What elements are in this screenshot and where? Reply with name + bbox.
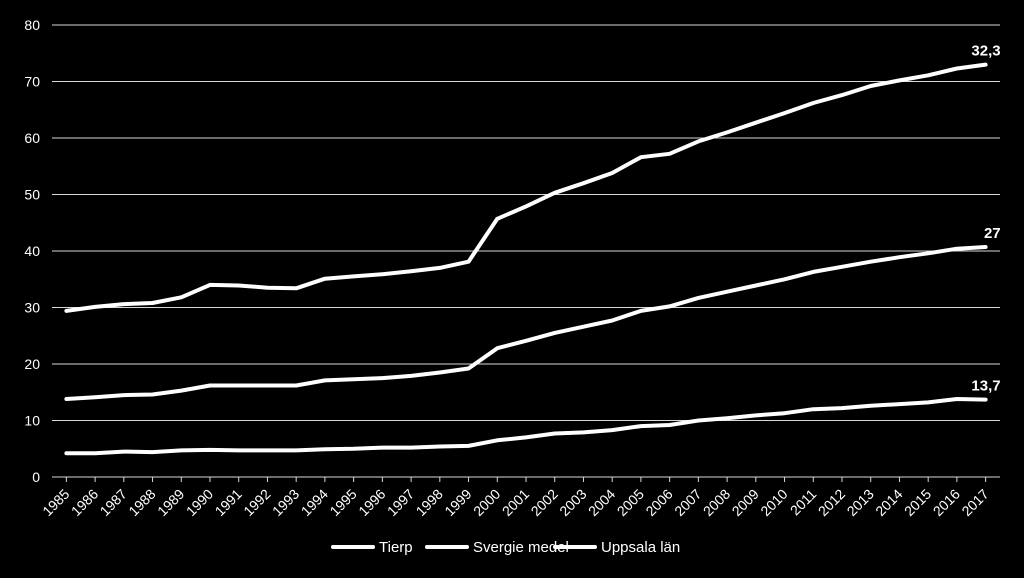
- y-tick-label: 60: [24, 130, 40, 146]
- x-tick-label: 1992: [240, 486, 273, 519]
- x-tick-label: 1996: [355, 486, 388, 519]
- y-tick-label: 0: [32, 469, 40, 485]
- x-tick-label: 2006: [642, 486, 675, 519]
- legend-label: Uppsala län: [601, 539, 680, 556]
- y-tick-label: 10: [24, 413, 40, 429]
- x-tick-label: 2005: [614, 486, 647, 519]
- x-tick-label: 1991: [212, 486, 245, 519]
- grid-lines: [52, 24, 1000, 478]
- x-axis: 1985198619871988198919901991199219931994…: [39, 477, 992, 519]
- series-line-1: [64, 62, 988, 313]
- end-labels: 32,3 27 13,7: [971, 43, 1000, 395]
- legend-label: Tierp: [379, 539, 413, 556]
- x-tick-label: 2012: [815, 486, 848, 519]
- series-line-3: [64, 397, 988, 456]
- y-axis: 0 10 20 30 40 50 60 70 80: [24, 17, 40, 485]
- y-tick-label: 40: [24, 243, 40, 259]
- y-tick-label: 80: [24, 17, 40, 33]
- x-tick-label: 1998: [413, 486, 446, 519]
- y-tick-label: 30: [24, 300, 40, 316]
- x-tick-label: 2015: [901, 486, 934, 519]
- x-tick-label: 1995: [326, 486, 359, 519]
- x-tick-label: 1990: [183, 486, 216, 519]
- x-tick-label: 1985: [39, 486, 72, 519]
- x-tick-label: 2003: [556, 486, 589, 519]
- x-tick-label: 2007: [671, 486, 704, 519]
- x-tick-label: 1994: [298, 486, 331, 519]
- x-tick-label: 2004: [585, 486, 618, 519]
- x-tick-label: 2017: [958, 486, 991, 519]
- x-tick-label: 2016: [930, 486, 963, 519]
- x-tick-label: 1988: [125, 486, 158, 519]
- y-tick-label: 50: [24, 187, 40, 203]
- x-tick-label: 2013: [844, 486, 877, 519]
- x-tick-label: 2008: [700, 486, 733, 519]
- x-tick-label: 1993: [269, 486, 302, 519]
- x-tick-label: 2010: [757, 486, 790, 519]
- end-data-label: 27: [984, 225, 1001, 242]
- x-tick-label: 1987: [97, 486, 130, 519]
- x-tick-label: 1986: [68, 486, 101, 519]
- series-group: [64, 62, 988, 456]
- end-data-label: 32,3: [971, 43, 1000, 60]
- legend: Tierp Svergie medel Uppsala län: [331, 539, 680, 556]
- x-tick-label: 1989: [154, 486, 187, 519]
- x-tick-label: 2011: [787, 486, 820, 519]
- x-tick-label: 1999: [441, 486, 474, 519]
- x-tick-label: 2002: [528, 486, 561, 519]
- x-tick-label: 2014: [872, 486, 905, 519]
- end-data-label: 13,7: [971, 378, 1000, 395]
- y-tick-label: 20: [24, 356, 40, 372]
- legend-label: Svergie medel: [473, 539, 569, 556]
- x-tick-label: 1997: [384, 486, 417, 519]
- series-line-2: [64, 245, 988, 401]
- x-tick-label: 2000: [470, 486, 503, 519]
- x-tick-label: 2001: [499, 486, 532, 519]
- y-tick-label: 70: [24, 74, 40, 90]
- x-tick-label: 2009: [729, 486, 762, 519]
